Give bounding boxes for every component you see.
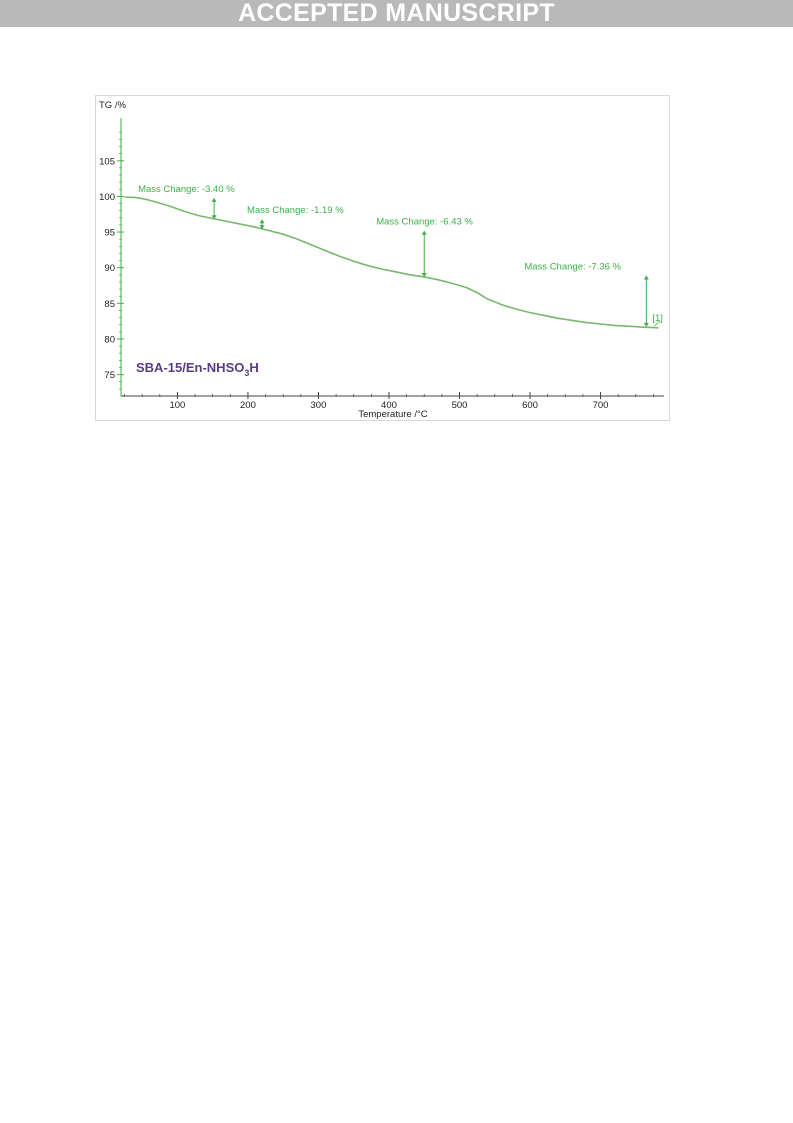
x-tick-label: 400 — [381, 400, 397, 411]
arrow-head-down — [211, 215, 217, 220]
y-tick-label: 100 — [99, 192, 115, 203]
arrow-head-down — [643, 322, 649, 327]
arrow-head-up — [421, 230, 427, 235]
axes: 75 80 85 90 95 100 105 100 200 300 400 500 600 700 — [99, 118, 664, 411]
mass-change-annotation: Mass Change: -6.43 % — [376, 217, 473, 277]
end-marker-label: [1] — [652, 313, 663, 324]
y-tick-label: 90 — [104, 263, 115, 274]
tga-figure: TG /% Temperature /°C 75 80 85 90 95 100 105 10… — [95, 95, 670, 421]
x-tick-label: 300 — [311, 400, 327, 411]
x-tick-label: 100 — [169, 400, 185, 411]
plot-area: [1] Mass Change: -3.40 % Mass Change: -1.1… — [124, 184, 663, 329]
arrow-head-down — [259, 225, 265, 230]
x-axis-label: Temperature /°C — [358, 409, 427, 420]
x-tick-label: 200 — [240, 400, 256, 411]
sample-label-end: H — [249, 360, 258, 375]
end-marker-line — [654, 320, 661, 327]
mass-change-annotation: Mass Change: -3.40 % — [138, 184, 235, 220]
y-tick-label: 95 — [104, 228, 115, 239]
x-tick-label: 500 — [452, 400, 468, 411]
banner-text: ACCEPTED MANUSCRIPT — [238, 0, 555, 27]
sample-label-subscript: 3 — [244, 368, 249, 378]
mass-change-label: Mass Change: -6.43 % — [376, 217, 473, 228]
arrow-head-up — [259, 219, 265, 224]
arrow-head-up — [211, 197, 217, 202]
y-tick-label: 85 — [104, 299, 115, 310]
mass-change-annotation: Mass Change: -7.36 % — [524, 262, 649, 327]
mass-change-label: Mass Change: -3.40 % — [138, 184, 235, 195]
y-tick-label: 105 — [99, 156, 115, 167]
y-tick-label: 75 — [104, 370, 115, 381]
mass-change-label: Mass Change: -1.19 % — [247, 205, 344, 216]
mass-change-label: Mass Change: -7.36 % — [524, 262, 621, 273]
manuscript-banner: ACCEPTED MANUSCRIPT — [0, 0, 793, 27]
tga-chart: TG /% Temperature /°C 75 80 85 90 95 100 105 10… — [99, 100, 664, 420]
y-axis-label: TG /% — [99, 100, 126, 111]
x-tick-label: 700 — [593, 400, 609, 411]
arrow-head-down — [421, 272, 427, 277]
x-tick-label: 600 — [522, 400, 538, 411]
tg-curve-line — [124, 196, 659, 329]
sample-label: SBA-15/En-NHSO3H — [136, 360, 259, 378]
mass-change-annotation: Mass Change: -1.19 % — [247, 205, 344, 230]
sample-label-main: SBA-15/En-NHSO — [136, 360, 244, 375]
arrow-head-up — [643, 275, 649, 280]
y-tick-label: 80 — [104, 334, 115, 345]
